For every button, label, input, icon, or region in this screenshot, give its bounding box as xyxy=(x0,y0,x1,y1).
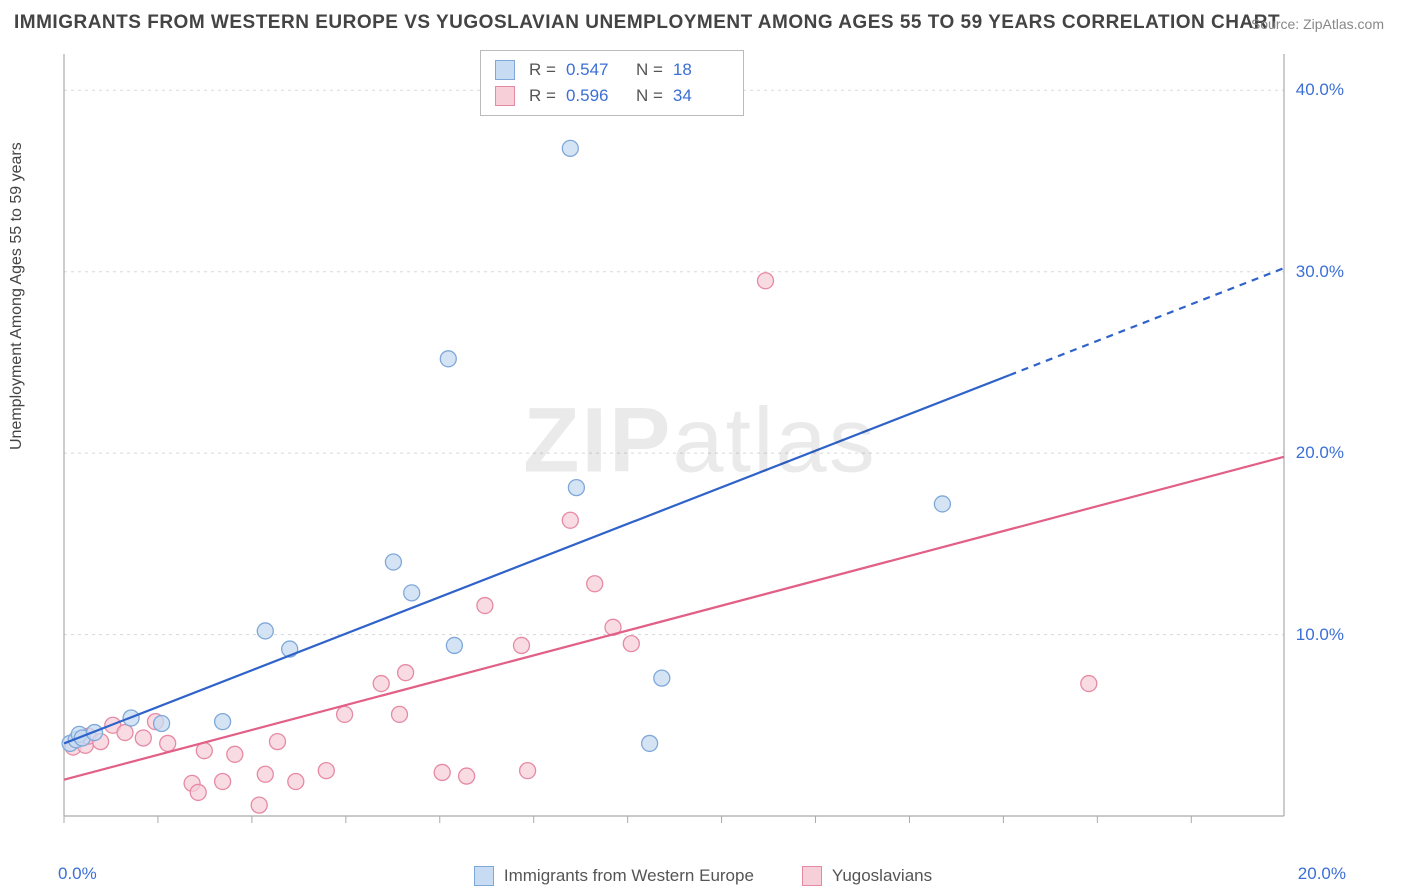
chart-title: IMMIGRANTS FROM WESTERN EUROPE VS YUGOSL… xyxy=(14,12,1280,34)
legend-bottom: Immigrants from Western Europe Yugoslavi… xyxy=(0,866,1406,886)
legend-row-series-1: R = 0.547 N = 18 xyxy=(495,57,729,83)
y-axis-label: Unemployment Among Ages 55 to 59 years xyxy=(8,142,26,450)
r-value-1: 0.547 xyxy=(566,60,622,80)
n-value-1: 18 xyxy=(673,60,729,80)
r-label: R = xyxy=(529,86,556,106)
legend-swatch-yugoslavians xyxy=(802,866,822,886)
plot-area: ZIPatlas xyxy=(58,46,1342,836)
legend-correlation-box: R = 0.547 N = 18 R = 0.596 N = 34 xyxy=(480,50,744,116)
n-label: N = xyxy=(636,86,663,106)
legend-swatch-western-europe xyxy=(495,60,515,80)
source-attribution: Source: ZipAtlas.com xyxy=(1251,16,1384,32)
legend-row-series-2: R = 0.596 N = 34 xyxy=(495,83,729,109)
y-tick-label: 30.0% xyxy=(1296,262,1344,282)
legend-swatch-western-europe xyxy=(474,866,494,886)
legend-swatch-yugoslavians xyxy=(495,86,515,106)
legend-item-western-europe: Immigrants from Western Europe xyxy=(474,866,754,886)
legend-item-yugoslavians: Yugoslavians xyxy=(802,866,932,886)
y-tick-label: 10.0% xyxy=(1296,625,1344,645)
legend-label-yugoslavians: Yugoslavians xyxy=(832,866,932,886)
n-label: N = xyxy=(636,60,663,80)
r-label: R = xyxy=(529,60,556,80)
y-tick-label: 20.0% xyxy=(1296,443,1344,463)
scatter-chart xyxy=(58,46,1342,836)
n-value-2: 34 xyxy=(673,86,729,106)
y-tick-label: 40.0% xyxy=(1296,80,1344,100)
legend-label-western-europe: Immigrants from Western Europe xyxy=(504,866,754,886)
r-value-2: 0.596 xyxy=(566,86,622,106)
